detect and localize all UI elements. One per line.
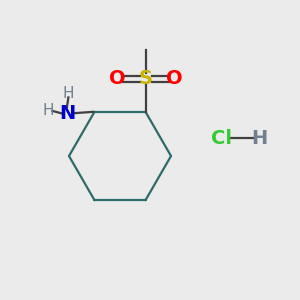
Text: H: H — [251, 128, 268, 148]
Text: O: O — [166, 69, 182, 88]
Text: S: S — [139, 69, 152, 88]
Text: H: H — [63, 86, 74, 101]
Text: O: O — [109, 69, 125, 88]
Text: Cl: Cl — [212, 128, 233, 148]
Text: H: H — [43, 103, 54, 118]
Text: N: N — [59, 104, 75, 123]
